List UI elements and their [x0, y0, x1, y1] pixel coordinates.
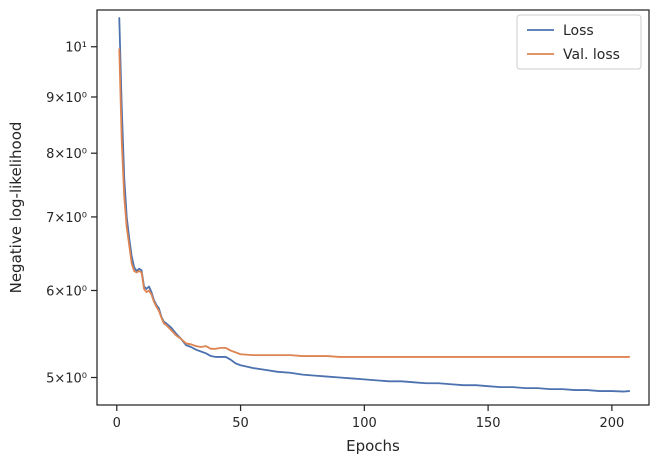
x-tick-label: 0: [113, 416, 121, 431]
y-tick-label: 7×10⁰: [46, 211, 87, 226]
series-layer: [118, 17, 631, 393]
series-line-1: [118, 48, 631, 358]
plot-frame: [96, 9, 650, 406]
y-tick-label: 5×10⁰: [46, 371, 87, 386]
legend-label-val-loss: Val. loss: [563, 47, 620, 63]
x-tick-label: 150: [476, 416, 501, 431]
plot-background: [97, 10, 649, 405]
legend-box: [516, 14, 642, 70]
y-tick-label: 8×10⁰: [46, 147, 87, 162]
x-tick-label: 100: [352, 416, 377, 431]
legend: Loss Val. loss: [516, 14, 642, 70]
x-tick-label: 200: [599, 416, 624, 431]
x-axis-label: Epochs: [346, 437, 400, 455]
series-line-0: [118, 17, 631, 393]
x-axis-ticks: 0 50 100 150 200: [113, 405, 624, 431]
legend-label-loss: Loss: [563, 23, 594, 39]
y-tick-label: 9×10⁰: [46, 91, 87, 106]
y-axis-ticks: 5×10⁰ 6×10⁰ 7×10⁰ 8×10⁰ 9×10⁰ 10¹: [46, 41, 97, 386]
x-tick-label: 50: [232, 416, 249, 431]
y-tick-label: 6×10⁰: [46, 284, 87, 299]
y-axis-label: Negative log-likelihood: [7, 122, 25, 294]
y-tick-label: 10¹: [65, 41, 87, 56]
